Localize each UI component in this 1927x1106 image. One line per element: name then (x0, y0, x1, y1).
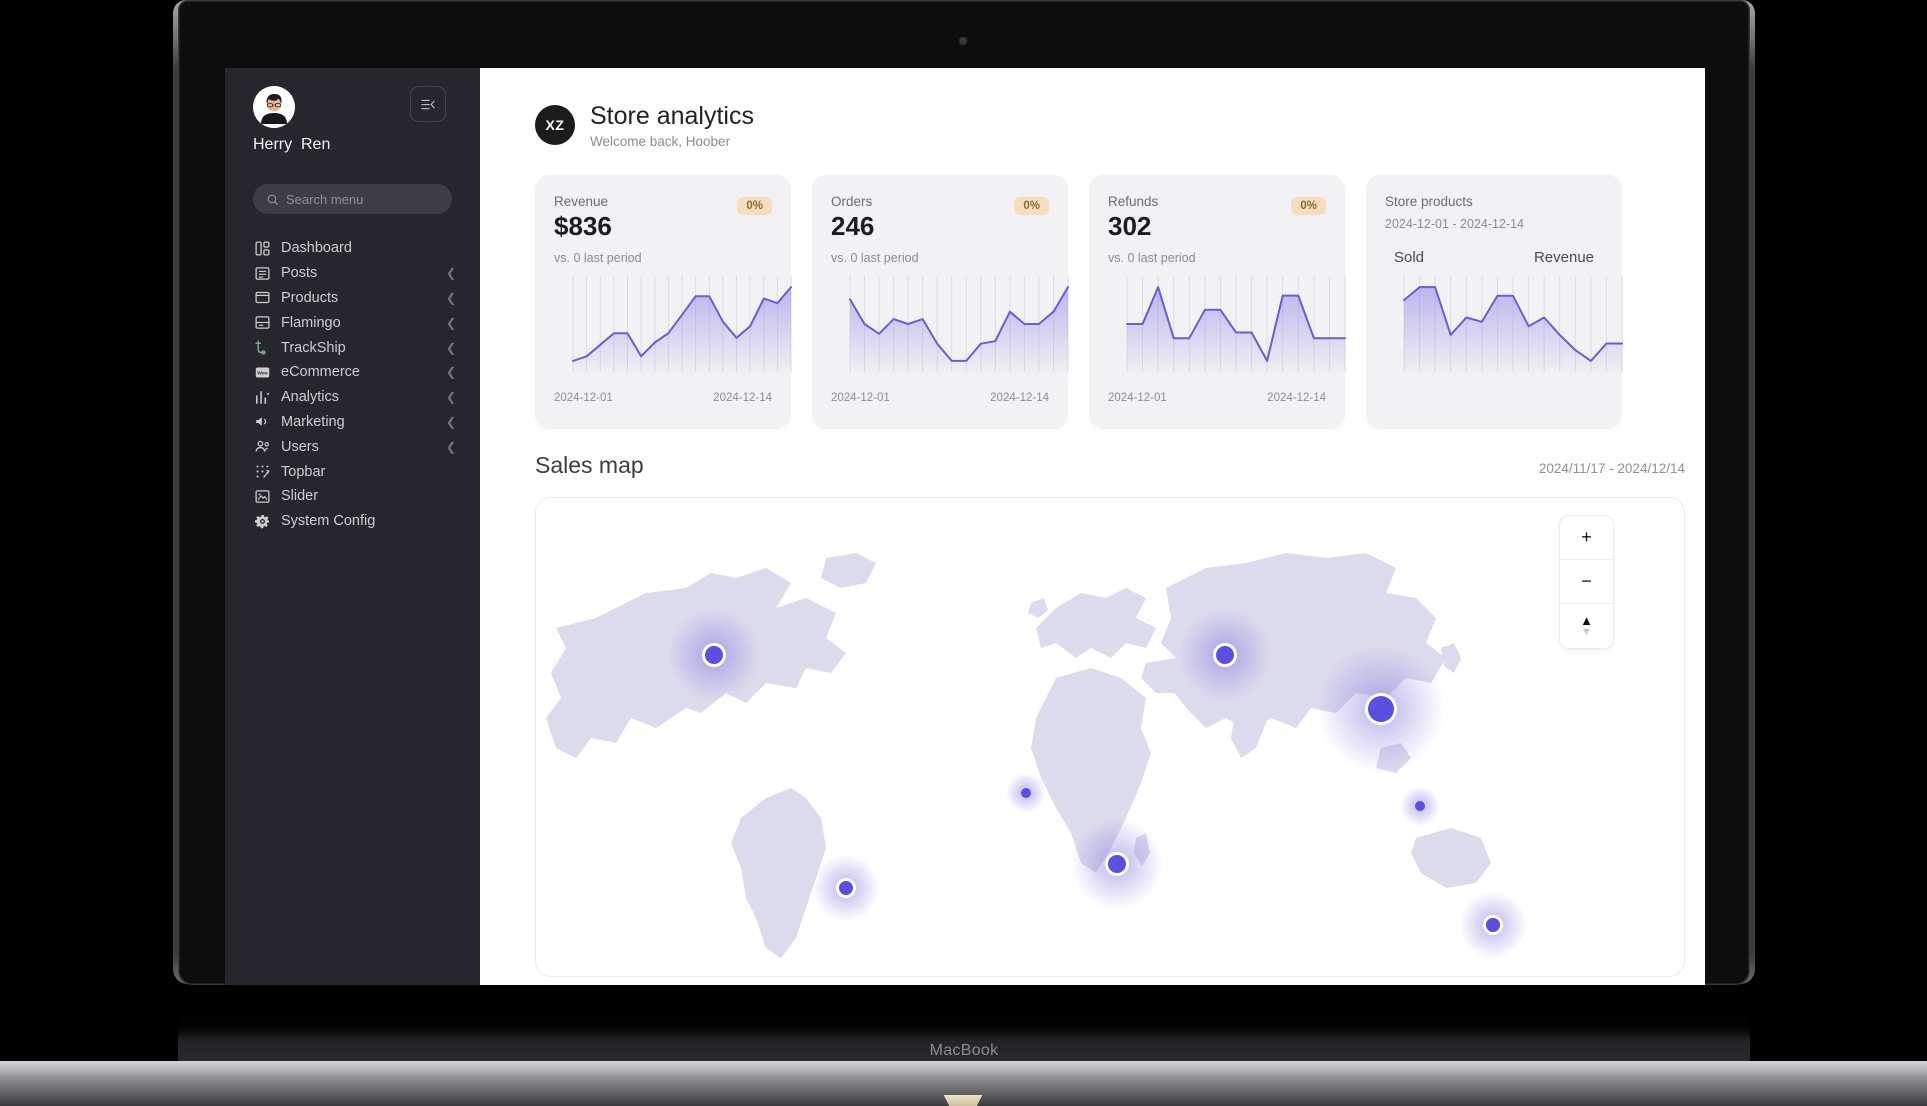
svg-text:Woo: Woo (257, 370, 268, 376)
